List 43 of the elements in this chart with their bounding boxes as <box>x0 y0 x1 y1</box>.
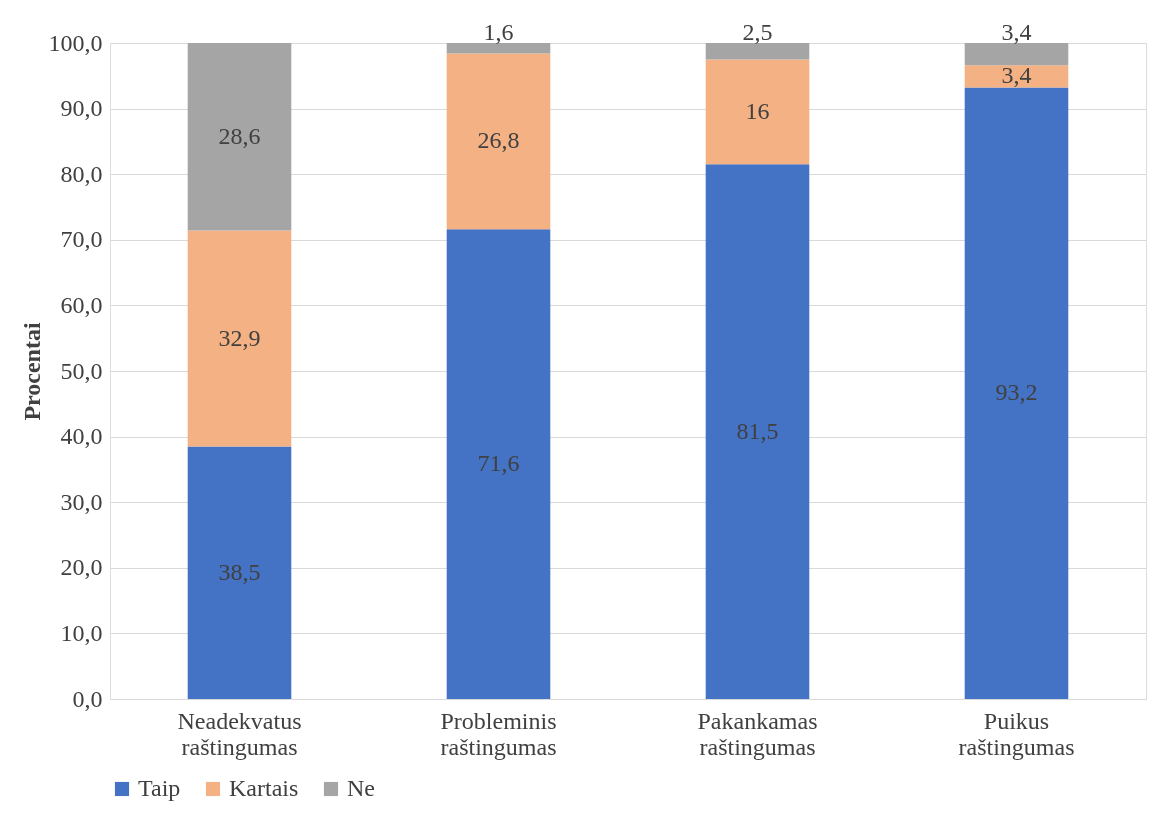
bar <box>705 59 810 165</box>
x-tick-label: Probleminis raštingumas <box>440 707 557 760</box>
legend-label: Taip <box>138 775 181 801</box>
x-tick-label: Pakankamas raštingumas <box>697 707 818 760</box>
y-tick-label: 10,0 <box>60 619 103 646</box>
bar <box>187 446 292 699</box>
bar <box>964 65 1069 88</box>
y-tick-label: 70,0 <box>60 226 103 253</box>
y-tick-label: 60,0 <box>60 291 103 318</box>
x-tick-label: Neadekvatus raštingumas <box>177 707 302 760</box>
legend-label: Ne <box>347 775 375 801</box>
y-tick-label: 50,0 <box>60 357 103 384</box>
legend-label: Kartais <box>229 775 299 801</box>
bar <box>446 229 551 699</box>
y-tick-label: 100,0 <box>48 29 103 56</box>
data-label: 71,6 <box>477 450 520 477</box>
data-label: 2,5 <box>742 19 773 45</box>
y-tick-label: 30,0 <box>60 488 103 515</box>
y-tick-label: 40,0 <box>60 423 103 450</box>
x-tick-label: Puikus raštingumas <box>958 707 1075 760</box>
bar <box>705 164 810 699</box>
data-label: 81,5 <box>736 417 779 444</box>
bar <box>964 87 1069 699</box>
data-label: 3,4 <box>1001 62 1032 89</box>
data-label: 93,2 <box>995 379 1038 406</box>
bar <box>446 53 551 230</box>
y-tick-label: 90,0 <box>60 95 103 122</box>
data-label: 16 <box>745 97 770 124</box>
y-axis-title: Procentai <box>18 322 45 421</box>
data-label: 32,9 <box>218 324 261 351</box>
y-tick-label: 0,0 <box>72 685 103 712</box>
bar <box>446 43 551 54</box>
bar <box>187 230 292 447</box>
bar <box>964 43 1069 66</box>
data-label: 26,8 <box>477 127 520 154</box>
y-tick-label: 20,0 <box>60 554 103 581</box>
bar <box>705 43 810 60</box>
data-label: 1,6 <box>483 19 514 45</box>
y-tick-label: 80,0 <box>60 160 103 187</box>
bar <box>187 43 292 231</box>
data-label: 3,4 <box>1001 19 1032 45</box>
data-label: 28,6 <box>218 122 261 149</box>
data-label: 38,5 <box>218 558 261 585</box>
